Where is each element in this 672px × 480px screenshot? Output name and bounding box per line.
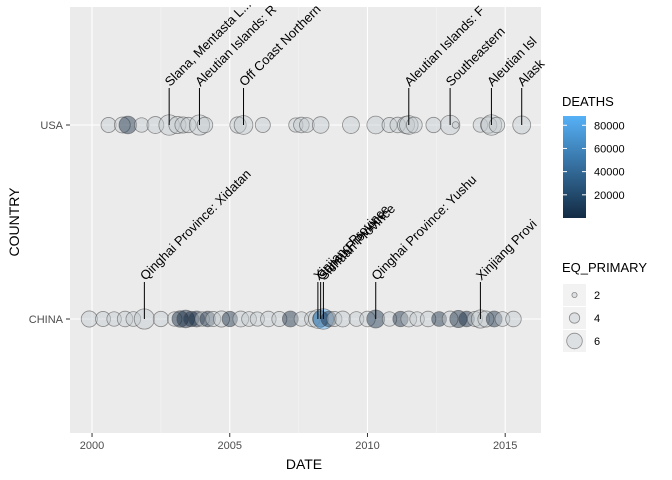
data-point [229, 116, 247, 134]
data-point [213, 310, 230, 328]
data-point [241, 311, 257, 327]
data-point [118, 115, 138, 135]
data-point [458, 310, 475, 328]
data-point [334, 310, 352, 328]
legend-deaths: DEATHS 20000 40000 60000 80000 [562, 94, 625, 218]
data-point [419, 310, 437, 328]
data-point [116, 310, 134, 328]
legend-deaths-colorbar [563, 116, 586, 218]
data-point [480, 116, 498, 134]
legend-key-circle [571, 291, 578, 298]
legend-deaths-label: 20000 [594, 190, 625, 202]
data-point [133, 117, 150, 133]
legend-key-background [563, 284, 586, 306]
data-point [342, 116, 360, 134]
data-point [183, 310, 200, 328]
axes: 2000 2005 2010 2015 CHINA USA [29, 120, 518, 452]
data-point [260, 310, 277, 328]
data-point [400, 310, 418, 328]
data-point [174, 116, 192, 134]
panel-background [70, 7, 541, 433]
data-point [114, 116, 131, 134]
legend-deaths-title: DEATHS [562, 94, 614, 109]
data-point [366, 115, 385, 135]
data-point [95, 311, 111, 327]
data-points [80, 114, 532, 330]
legend-deaths-label: 40000 [594, 167, 625, 179]
data-point [166, 311, 183, 327]
legend-deaths-label: 80000 [594, 120, 625, 132]
data-point [180, 116, 197, 134]
legend-eq-primary-title: EQ_PRIMARY [562, 260, 647, 275]
data-point [199, 310, 216, 328]
data-point [488, 116, 506, 134]
data-point [288, 117, 304, 133]
x-tick-label: 2005 [218, 440, 242, 452]
legend-eq-primary: EQ_PRIMARY 2 4 6 [562, 260, 647, 352]
legend-eq-primary-label: 6 [594, 336, 600, 348]
legend-key-circle [568, 312, 581, 324]
data-point [409, 311, 425, 327]
data-point [152, 310, 169, 328]
data-point [100, 117, 117, 133]
data-point [282, 310, 299, 328]
x-tick-label: 2000 [80, 440, 104, 452]
data-point [293, 116, 310, 134]
data-point [451, 121, 460, 129]
plot-panel [70, 7, 541, 433]
data-point [299, 117, 315, 133]
x-tick-label: 2010 [355, 440, 379, 452]
y-tick-label: USA [40, 120, 63, 132]
data-point [254, 117, 271, 133]
data-point [425, 116, 442, 134]
y-axis-title: COUNTRY [6, 187, 22, 257]
data-point [249, 311, 265, 327]
data-point [405, 116, 423, 134]
legend-eq-primary-label: 2 [594, 290, 600, 302]
legend-key-background [563, 307, 586, 329]
data-point [485, 310, 503, 328]
data-point [80, 310, 98, 328]
data-point [106, 311, 122, 327]
data-point [381, 311, 398, 327]
data-point [196, 116, 214, 134]
x-tick-label: 2015 [493, 440, 517, 452]
x-axis-title: DATE [286, 456, 322, 472]
data-point [311, 116, 330, 134]
legend-key-circle [566, 332, 583, 350]
data-point [125, 311, 142, 327]
legend-deaths-label: 60000 [594, 143, 625, 155]
y-tick-label: CHINA [29, 314, 64, 326]
data-point [505, 310, 522, 328]
data-point [232, 310, 250, 328]
legend-eq-primary-label: 4 [594, 313, 600, 325]
data-point [194, 311, 210, 327]
data-point [381, 117, 398, 133]
data-point [449, 310, 468, 328]
